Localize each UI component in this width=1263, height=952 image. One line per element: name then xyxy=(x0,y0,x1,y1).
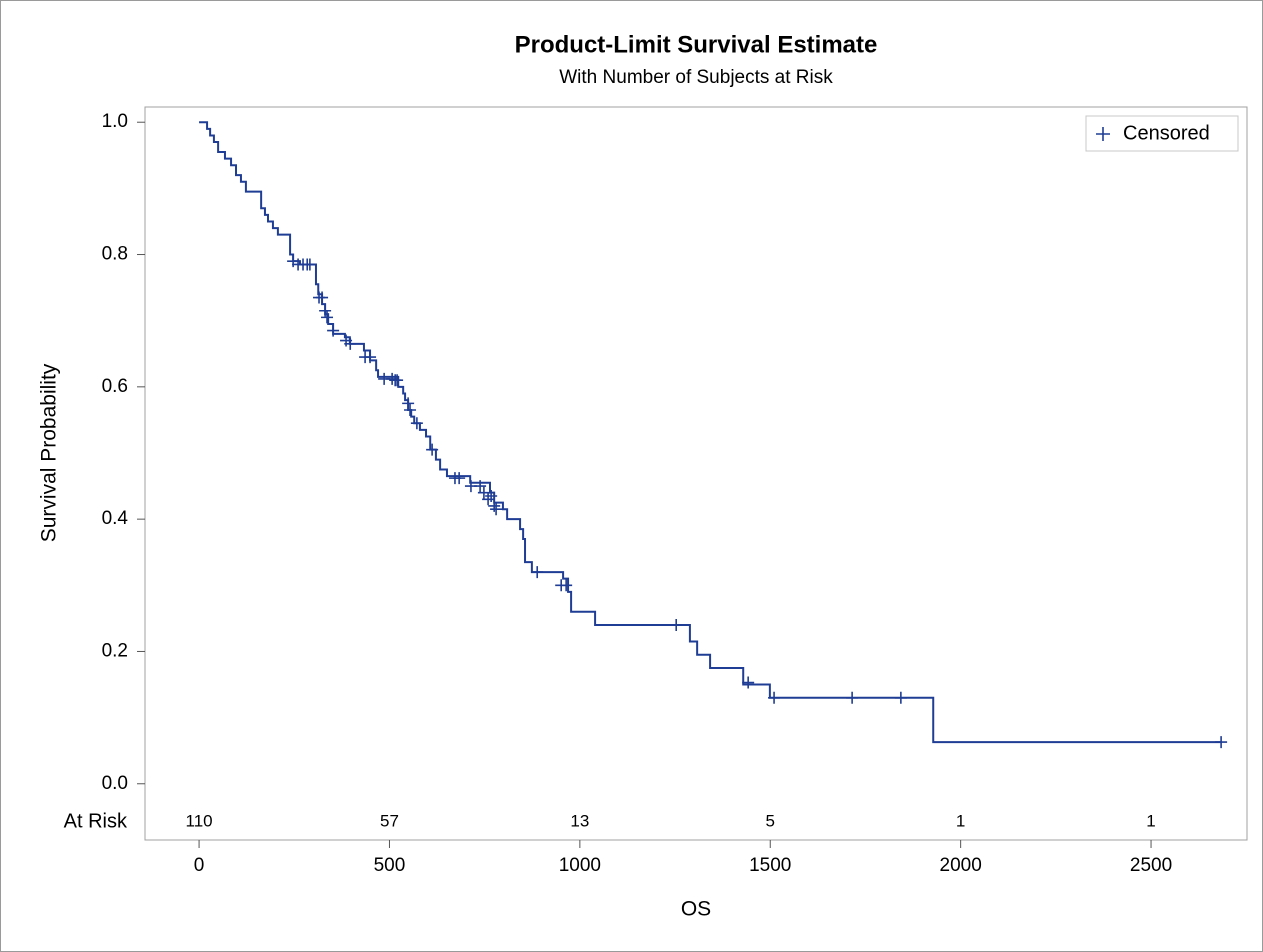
censor-mark xyxy=(426,443,439,456)
censor-mark xyxy=(303,258,316,271)
censor-mark xyxy=(404,403,417,416)
at-risk-count: 110 xyxy=(186,811,213,830)
x-tick-label: 0 xyxy=(194,855,205,876)
censor-mark xyxy=(391,374,404,387)
censor-mark xyxy=(344,337,357,350)
y-tick-label: 0.0 xyxy=(102,773,128,794)
censor-mark xyxy=(670,618,683,631)
censor-mark xyxy=(474,480,487,493)
y-tick-label: 0.4 xyxy=(102,508,129,529)
chart-subtitle: With Number of Subjects at Risk xyxy=(559,67,833,88)
y-tick-label: 0.6 xyxy=(102,376,128,397)
at-risk-count: 1 xyxy=(1146,811,1155,830)
censor-mark xyxy=(453,472,466,485)
x-tick-label: 2500 xyxy=(1130,855,1172,876)
censor-mark xyxy=(386,372,399,385)
chart-title: Product-Limit Survival Estimate xyxy=(515,31,878,58)
survival-curve xyxy=(199,121,1222,744)
x-tick-label: 2000 xyxy=(940,855,982,876)
y-tick-label: 1.0 xyxy=(102,111,128,132)
censor-mark xyxy=(894,691,907,704)
y-tick-label: 0.8 xyxy=(102,244,128,265)
y-axis-label: Survival Probability xyxy=(38,363,61,542)
censor-mark xyxy=(319,304,332,317)
x-tick-label: 1500 xyxy=(749,855,791,876)
at-risk-count: 1 xyxy=(956,811,965,830)
censor-mark xyxy=(316,291,329,304)
censor-mark xyxy=(490,503,503,516)
legend-label: Censored xyxy=(1123,122,1210,144)
censor-mark xyxy=(410,417,423,430)
legend-symbol xyxy=(1096,127,1110,141)
x-tick-label: 1000 xyxy=(559,855,601,876)
censor-mark xyxy=(485,489,498,502)
at-risk-count: 13 xyxy=(570,811,589,830)
at-risk-count: 57 xyxy=(380,811,399,830)
censor-mark xyxy=(402,397,415,410)
censor-mark xyxy=(1215,736,1228,749)
censor-mark xyxy=(327,324,340,337)
censor-mark xyxy=(364,351,377,364)
censor-mark xyxy=(531,566,544,579)
x-axis-label: OS xyxy=(681,898,711,921)
legend-box xyxy=(1085,115,1239,152)
x-tick-label: 500 xyxy=(374,855,406,876)
censor-mark xyxy=(560,579,573,592)
plot-frame xyxy=(144,106,1248,841)
censor-mark xyxy=(742,676,755,689)
y-tick-label: 0.2 xyxy=(102,640,128,661)
censor-mark xyxy=(846,691,859,704)
at-risk-label: At Risk xyxy=(64,810,128,832)
at-risk-count: 5 xyxy=(766,811,775,830)
censor-mark xyxy=(477,486,490,499)
censor-mark xyxy=(321,311,334,324)
censor-mark xyxy=(768,691,781,704)
